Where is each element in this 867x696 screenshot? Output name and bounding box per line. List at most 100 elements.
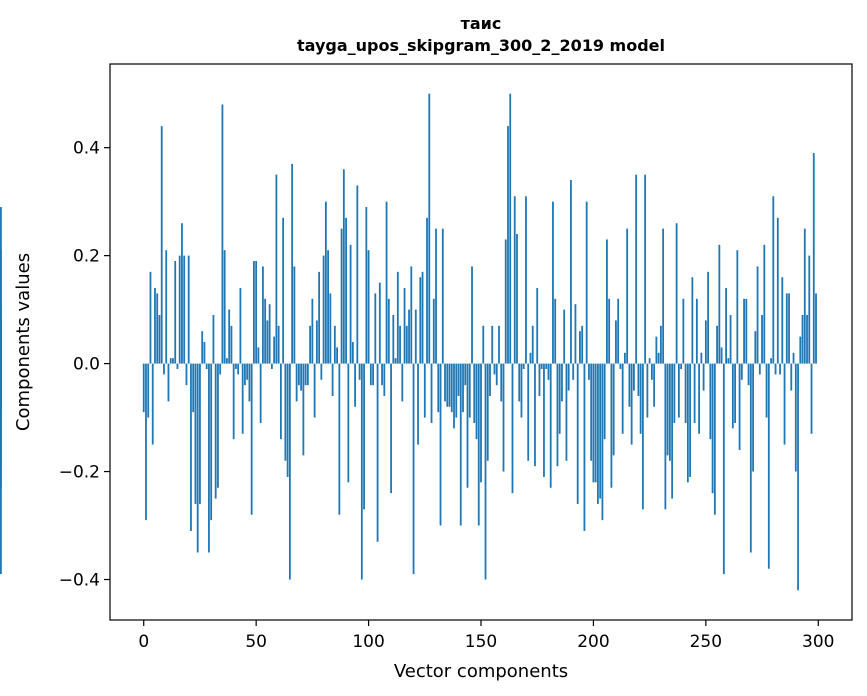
bar [167, 363, 170, 402]
bar [428, 93, 431, 364]
bar [187, 255, 190, 364]
bar [484, 363, 487, 580]
bar [439, 363, 442, 526]
bar [531, 325, 534, 364]
bar [540, 363, 543, 369]
bar [273, 336, 276, 364]
y-tick-label: −0.4 [59, 571, 100, 591]
bar [624, 352, 626, 364]
bar [239, 288, 242, 364]
bar [435, 228, 437, 364]
bar [707, 271, 709, 364]
chart-title: таис [461, 14, 502, 33]
bar [556, 363, 559, 467]
bar [176, 363, 179, 369]
bar [457, 363, 460, 396]
bar [448, 363, 451, 407]
bar [205, 363, 208, 369]
chart-subtitle: tayga_upos_skipgram_300_2_2019 model [297, 36, 665, 55]
bar [441, 228, 444, 364]
bar [574, 304, 577, 364]
bar [657, 352, 660, 364]
bar [387, 298, 390, 364]
bar [156, 293, 159, 364]
bar [338, 363, 341, 515]
bar [437, 363, 440, 413]
bar [797, 363, 799, 591]
bar [399, 325, 401, 364]
bar [592, 363, 595, 483]
bar [212, 315, 215, 364]
bar [401, 363, 404, 402]
bar [507, 126, 509, 364]
bar [689, 363, 692, 477]
bar [491, 325, 494, 364]
bar [698, 363, 700, 434]
bar [655, 336, 658, 364]
bar [731, 363, 734, 429]
bar [432, 298, 435, 364]
bar [217, 363, 219, 488]
bar [480, 363, 482, 483]
bar [367, 250, 370, 364]
bar [758, 363, 761, 375]
bar [659, 325, 662, 364]
bar [403, 288, 406, 364]
bar [450, 363, 453, 413]
bar [606, 239, 608, 364]
bar [327, 250, 329, 364]
bar [812, 153, 815, 364]
bar [214, 363, 217, 499]
bar [410, 266, 413, 364]
bar [601, 363, 604, 521]
bar [563, 309, 566, 364]
y-tick-label: 0.0 [73, 355, 100, 375]
bar [520, 363, 523, 418]
bar [268, 304, 271, 364]
bar [682, 298, 685, 364]
bar [581, 325, 584, 364]
bar [237, 363, 240, 375]
bar [815, 293, 817, 364]
bar [648, 358, 651, 364]
bar [250, 363, 253, 515]
bar [374, 293, 377, 364]
bar [675, 223, 678, 364]
bar [392, 315, 395, 364]
bar [543, 363, 545, 477]
bar [619, 363, 622, 369]
bar [309, 325, 312, 364]
bar [486, 363, 489, 461]
bar [522, 363, 525, 369]
bar [615, 320, 617, 364]
bar [610, 363, 613, 488]
bar [489, 363, 491, 396]
bar [504, 239, 507, 364]
bar [727, 358, 730, 364]
bar [765, 363, 768, 418]
bar [203, 342, 206, 364]
bar [466, 363, 469, 488]
bar [734, 363, 736, 423]
bar [502, 363, 505, 472]
bar [453, 363, 455, 429]
bar [677, 363, 680, 418]
bar [221, 104, 224, 364]
bar [554, 298, 557, 364]
bar [262, 266, 264, 364]
bar [264, 298, 267, 364]
bar [709, 363, 712, 440]
bar [752, 363, 754, 472]
bar [297, 363, 300, 386]
bar [365, 207, 368, 364]
x-axis: 0 50 100 150 200 250 300 [138, 620, 834, 652]
bar [160, 126, 163, 364]
bar [201, 331, 204, 364]
bar [500, 363, 503, 402]
bar [315, 320, 318, 364]
bar [493, 363, 496, 375]
bar [671, 363, 674, 499]
bar [633, 363, 635, 391]
bar [695, 298, 698, 364]
